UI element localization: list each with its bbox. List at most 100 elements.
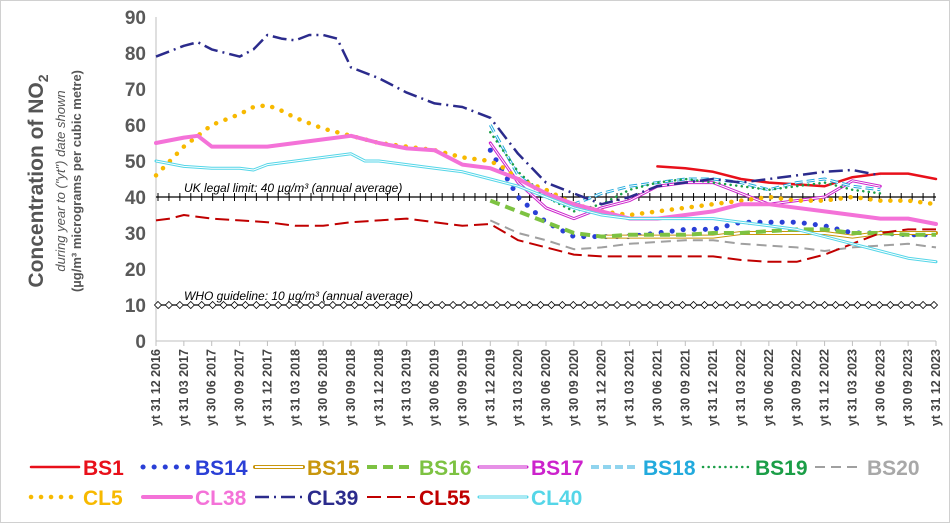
series-bs18: [488, 124, 881, 206]
legend-item-bs19: BS19: [701, 457, 808, 480]
limit-marker: [175, 300, 184, 310]
legend-label: BS1: [83, 457, 124, 480]
limit-marker: [809, 300, 818, 310]
series-line-inner: [155, 153, 937, 263]
limit-marker: [569, 300, 578, 310]
legend-label: BS20: [867, 457, 920, 480]
limit-marker: [678, 300, 687, 310]
x-tick-label: yt 31 03 2022: [734, 349, 748, 426]
x-tick-label: yt 30 06 2020: [539, 349, 553, 426]
x-tick-label: yt 31 12 2019: [483, 349, 497, 426]
legend-label: BS17: [531, 457, 584, 480]
limit-marker: [787, 300, 796, 310]
limit-marker: [897, 300, 906, 310]
legend: BS1 BS14 BS15 BS16 BS17 BS18 BS19 BS20 CL5 CL38 CL…: [28, 457, 920, 510]
limit-marker: [481, 300, 490, 310]
series-cl55: [155, 214, 936, 263]
x-tick-label: yt 30 09 2020: [567, 349, 581, 426]
series-line-cl38: [154, 133, 938, 226]
limit-marker: [645, 300, 654, 310]
x-tick-label: yt 30 09 2022: [790, 349, 804, 426]
series-lines: [153, 33, 939, 264]
x-tick-label: yt 30 09 2019: [455, 349, 469, 426]
limit-marker: [153, 300, 163, 310]
y-axis-title-main: Concentration of NO: [25, 82, 48, 287]
series-cl40: [154, 152, 938, 264]
x-tick-label: yt 31 12 2022: [818, 349, 832, 426]
limit-marker: [164, 300, 173, 310]
limit-marker: [274, 300, 283, 310]
y-axis-subtitle: during year to ("yt") date shown: [53, 90, 68, 271]
y-tick-label: 0: [135, 332, 146, 353]
x-tick-label: yt 30 06 2018: [316, 349, 330, 426]
legend-item-bs14: BS14: [140, 457, 248, 480]
x-tick-label: yt 30 09 2021: [678, 349, 692, 426]
series-line-inner: [601, 232, 936, 238]
x-tick-label: yt 31 12 2016: [149, 349, 163, 426]
limit-marker: [405, 300, 414, 310]
x-tick-label: yt 31 12 2020: [595, 349, 609, 426]
y-tick-labels: 0 10 20 30 40 50 60 70 80 90: [125, 8, 146, 353]
x-tick-label: yt 31 03 2021: [623, 349, 637, 426]
limit-marker: [514, 300, 523, 310]
series-line-cl55: [155, 214, 936, 263]
y-tick-label: 50: [125, 152, 146, 173]
limit-marker: [929, 300, 939, 310]
legend-label: BS15: [307, 457, 360, 480]
limit-marker: [689, 300, 698, 310]
legend-item-bs1: BS1: [29, 457, 124, 480]
series-line-cl39: [155, 33, 881, 206]
limit-marker: [580, 300, 589, 310]
limit-marker: [733, 300, 742, 310]
limit-marker: [886, 300, 895, 310]
legend-item-bs17: BS17: [477, 457, 584, 480]
limit-marker: [449, 300, 458, 310]
limit-marker: [394, 300, 403, 310]
y-tick-label: 80: [125, 44, 146, 65]
series-cl39: [155, 33, 881, 206]
x-tick-label: yt 30 06 2023: [873, 349, 887, 426]
x-tick-labels: yt 31 12 2016 yt 31 03 2017 yt 30 06 2017 y…: [149, 341, 943, 426]
y-tick-label: 70: [125, 80, 146, 101]
x-tick-label: yt 31 03 2018: [288, 349, 302, 426]
limit-marker: [831, 300, 840, 310]
series-bs16: [489, 198, 936, 239]
legend-item-bs15: BS15: [253, 457, 360, 480]
limit-marker: [219, 300, 228, 310]
y-tick-label: 90: [125, 8, 146, 29]
limit-marker: [765, 300, 775, 310]
limit-marker: [864, 300, 873, 310]
limit-marker: [197, 300, 206, 310]
limit-marker: [350, 300, 359, 310]
legend-item-cl40: CL40: [477, 487, 582, 510]
y-tick-label: 40: [125, 188, 146, 209]
limit-marker: [525, 300, 534, 310]
limit-marker: [656, 300, 665, 310]
limit-marker: [252, 300, 261, 310]
legend-label: BS14: [195, 457, 248, 480]
limit-marker: [875, 300, 884, 310]
y-tick-label: 20: [125, 260, 146, 281]
limit-marker: [306, 300, 316, 310]
x-tick-label: yt 31 03 2023: [845, 349, 859, 426]
legend-label: CL55: [419, 487, 471, 510]
y-tick-label: 30: [125, 224, 146, 245]
limit-marker: [908, 300, 917, 310]
limit-marker: [186, 300, 195, 310]
y-axis-title: Concentration of NO2: [25, 74, 51, 287]
limit-marker: [208, 300, 217, 310]
limit-marker: [853, 300, 862, 310]
x-tick-label: yt 30 06 2022: [762, 349, 776, 426]
limit-marker: [776, 300, 786, 310]
limit-marker: [547, 300, 556, 310]
limit-marker: [438, 300, 447, 310]
limit-marker: [755, 300, 764, 310]
series-line-cl5: [153, 102, 939, 218]
series-line-bs18: [488, 124, 881, 206]
legend-label: CL40: [531, 487, 582, 510]
limit-marker: [296, 300, 305, 310]
x-tick-label: yt 31 03 2017: [177, 349, 191, 426]
limit-marker: [820, 300, 829, 310]
limit-marker: [383, 300, 392, 310]
legend-label: CL39: [307, 487, 358, 510]
